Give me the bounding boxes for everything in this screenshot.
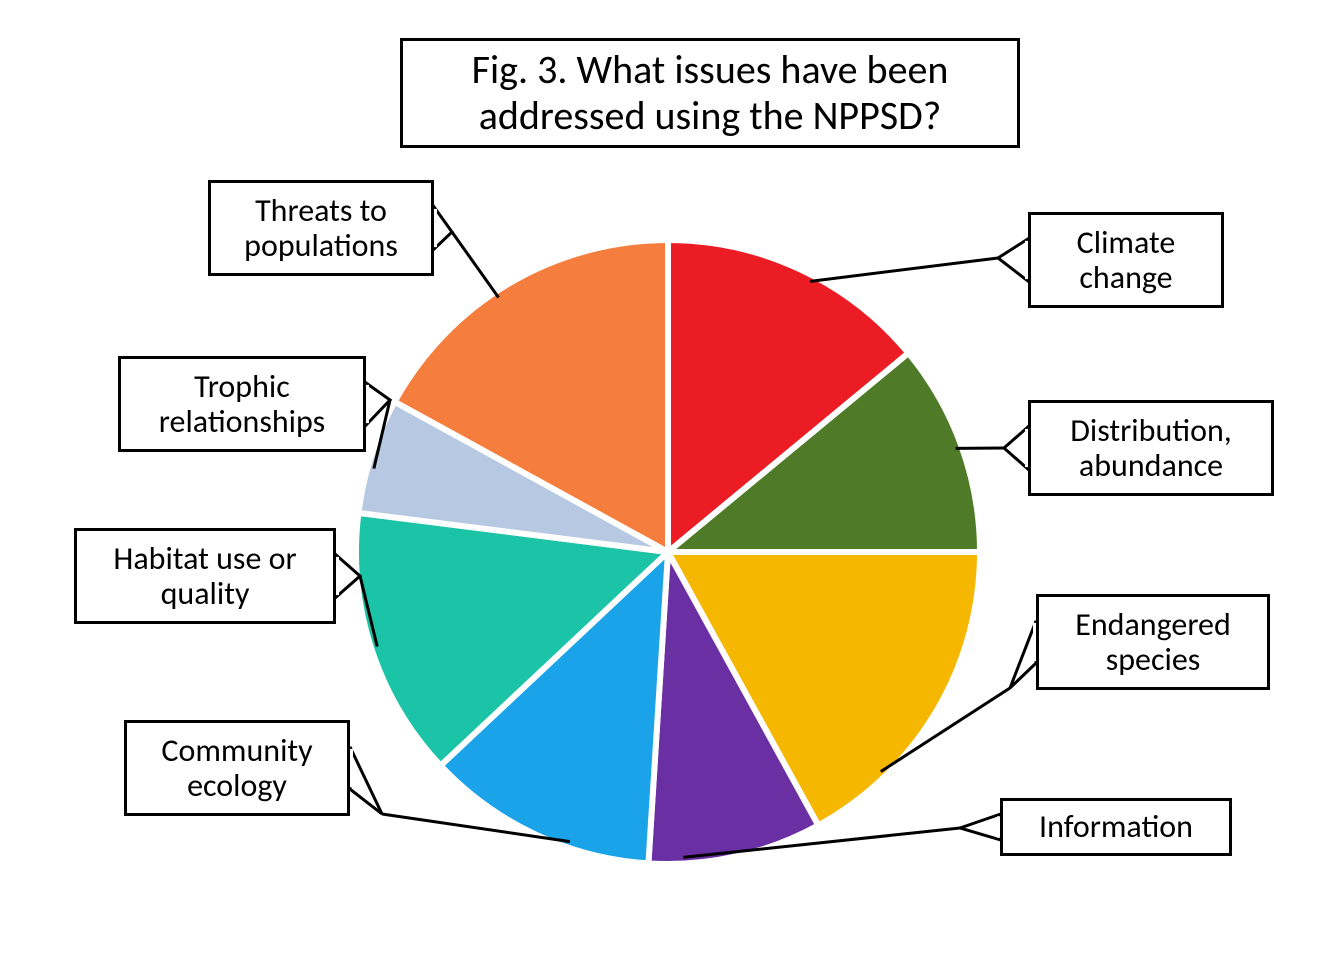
label-trophic: Trophic relationships [118, 356, 366, 452]
label-threats: Threats to populations [208, 180, 434, 276]
leader-tail-information [960, 814, 1000, 840]
leader-line-threats [452, 232, 499, 298]
leader-tail-community [350, 747, 382, 814]
leader-line-climate [810, 258, 998, 281]
label-distribution: Distribution, abundance [1028, 400, 1274, 496]
label-community: Community ecology [124, 720, 350, 816]
label-habitat: Habitat use or quality [74, 528, 336, 624]
label-information: Information [1000, 798, 1232, 856]
label-endangered: Endangered species [1036, 594, 1270, 690]
leader-tail-distribution [1004, 427, 1028, 469]
label-climate: Climate change [1028, 212, 1224, 308]
leader-tail-climate [998, 239, 1028, 281]
leader-tail-endangered [1010, 621, 1036, 688]
